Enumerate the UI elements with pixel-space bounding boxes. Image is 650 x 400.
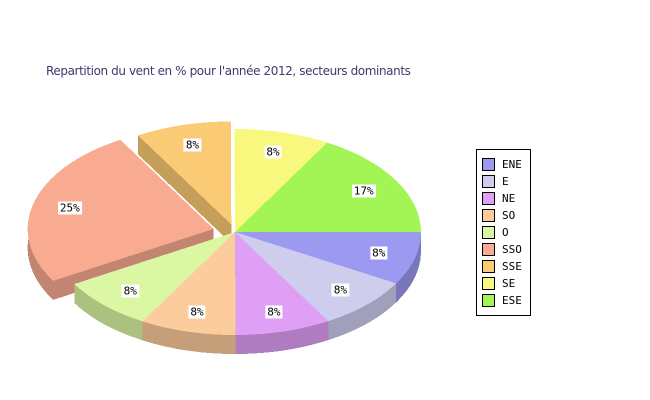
pie-slice-O-top [74,232,236,322]
legend-label-ESE: ESE [502,294,522,307]
legend: ENE E NE SO O SSO SSE SE ESE [476,149,531,316]
pie-slice-NE-top [235,232,329,335]
pie-slice-SSE-cut-face [138,135,232,244]
pie-slice-SO-rim [142,321,236,355]
legend-swatch-SSO [482,243,495,256]
legend-swatch-ENE [482,158,495,171]
legend-label-NE: NE [502,192,516,205]
pie-slice-E-top [235,232,397,322]
legend-item-SSO: SSO [482,241,525,258]
legend-label-SSE: SSE [502,260,522,273]
legend-swatch-SO [482,209,495,222]
legend-item-ENE: ENE [482,156,525,173]
legend-item-SO: SO [482,207,525,224]
legend-swatch-SSE [482,260,495,273]
pie-slice-E-rim [328,283,397,341]
legend-label-SSO: SSO [502,243,522,256]
pie-slice-SO-top [142,232,236,336]
pie-slice-ENE-top [235,232,421,284]
legend-label-E: E [502,175,509,188]
pie-slice-SE-top [234,128,328,232]
legend-item-NE: NE [482,190,525,207]
legend-item-SE: SE [482,275,525,292]
legend-label-SE: SE [502,277,516,290]
legend-swatch-SE [482,277,495,290]
pie-slice-SSO-top [27,139,214,281]
pie-slice-ESE-top [235,142,421,232]
legend-label-ENE: ENE [502,158,522,171]
legend-swatch-NE [482,192,495,205]
legend-swatch-E [482,175,495,188]
legend-item-O: O [482,224,525,241]
pie-slice-O-rim [74,284,143,341]
chart-title: Repartition du vent en % pour l'année 20… [46,64,411,78]
legend-label-O: O [502,226,509,239]
legend-item-E: E [482,173,525,190]
pie-slice-NE-rim [235,321,329,354]
legend-item-SSE: SSE [482,258,525,275]
pie-slice-ENE-rim [396,232,421,303]
legend-swatch-ESE [482,294,495,307]
pie-slice-SSE-top [138,121,232,225]
legend-item-ESE: ESE [482,292,525,309]
legend-swatch-O [482,226,495,239]
legend-label-SO: SO [502,209,516,222]
